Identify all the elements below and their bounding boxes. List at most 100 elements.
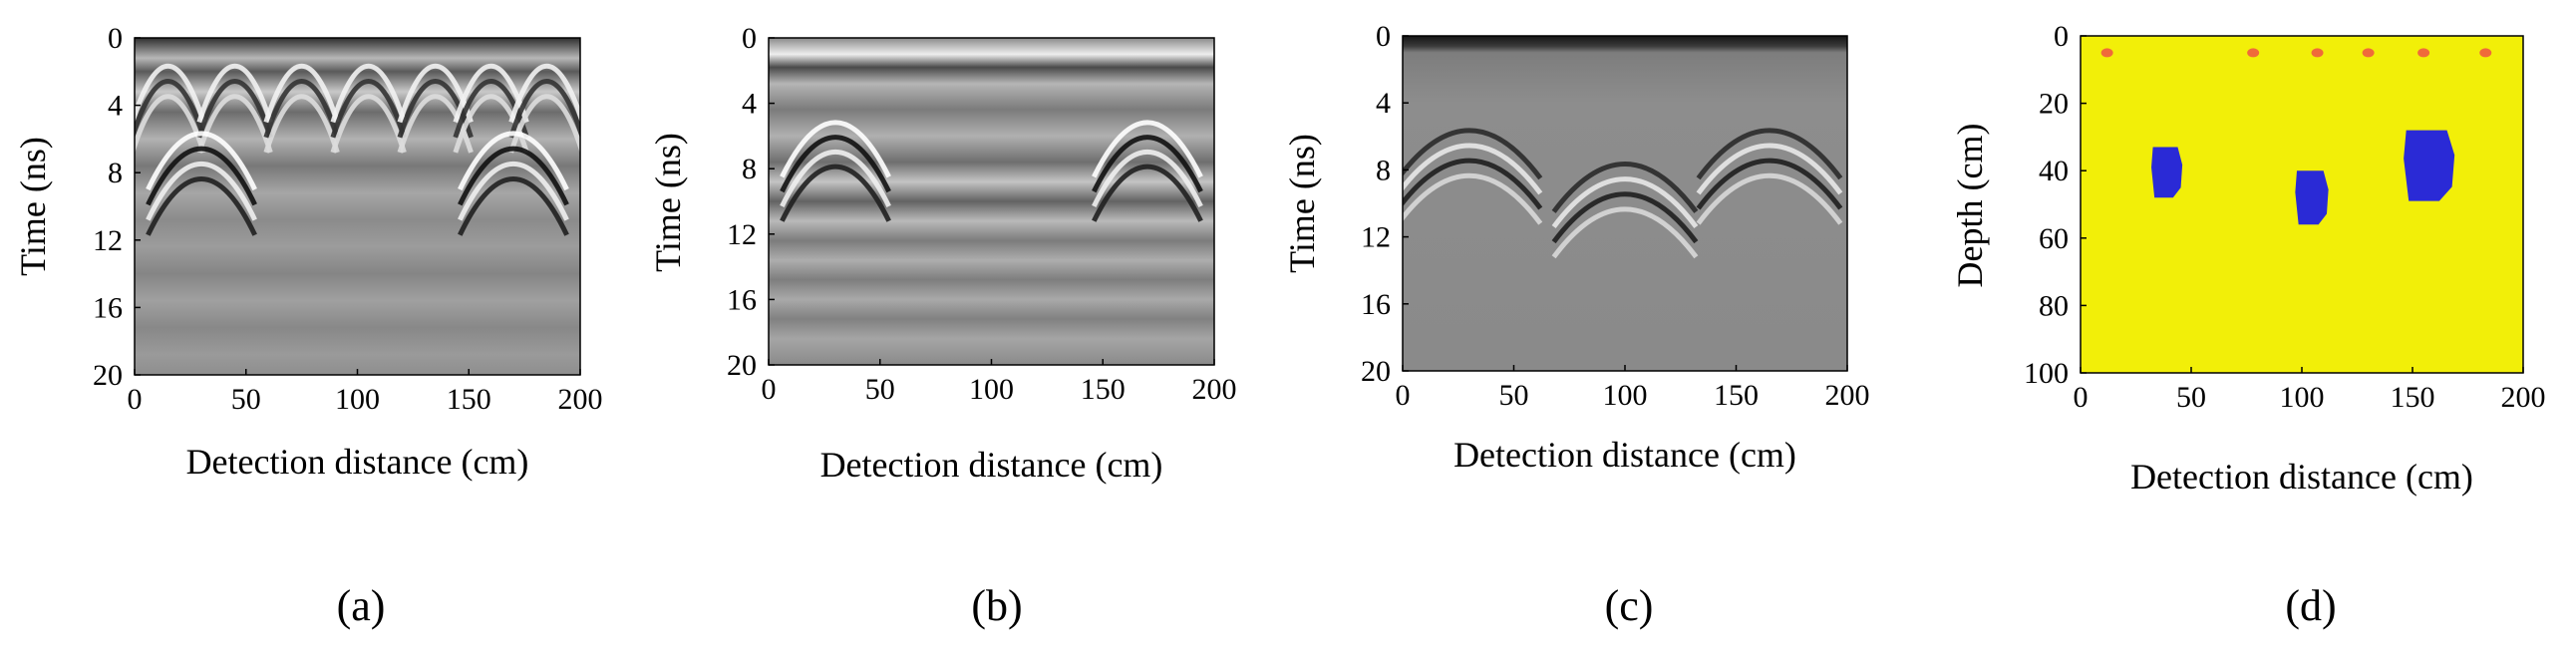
hyperbolas-a	[135, 63, 580, 236]
y-ticks-d: 0 20 40 60 80 100	[2024, 20, 2087, 390]
hyperbola-b	[780, 120, 891, 178]
surface-marker	[2479, 48, 2492, 58]
hyperbola-c	[1696, 158, 1843, 210]
x-axis-label-c: Detection distance (cm)	[1453, 435, 1796, 475]
y-tick-label: 20	[2039, 88, 2069, 121]
x-tick-label: 50	[2176, 381, 2206, 414]
y-tick-label: 0	[108, 22, 123, 55]
x-tick-label: 50	[1499, 379, 1529, 412]
y-tick-label: 8	[108, 157, 123, 189]
x-ticks-b: 0 50 100 150 200	[762, 359, 1237, 406]
hyperbola-c	[1696, 143, 1843, 195]
hyperbola-c	[1551, 162, 1699, 213]
hyperbola-b	[780, 164, 891, 222]
hyperbola-a	[458, 176, 569, 236]
hyperbola-a	[330, 79, 407, 139]
hyperbola-c	[1403, 172, 1543, 225]
hyperbola-c	[1403, 158, 1543, 210]
y-tick-label: 0	[1376, 20, 1391, 53]
y-axis-label-a: Time (ns)	[13, 137, 53, 276]
hyperbolas-c	[1403, 128, 1843, 259]
surface-marker	[2311, 48, 2324, 58]
y-tick-label: 4	[108, 90, 123, 123]
y-tick-label: 4	[1376, 87, 1391, 120]
hyperbola-c	[1403, 128, 1543, 180]
plot-area-a	[135, 38, 580, 375]
panel-caption-a: (a)	[337, 581, 386, 630]
x-tick-label: 100	[335, 383, 380, 416]
x-tick-label: 200	[2501, 381, 2546, 414]
hyperbola-a	[508, 63, 580, 124]
panel-caption-b: (b)	[971, 581, 1022, 630]
hyperbola-b	[1092, 135, 1203, 193]
surface-marker	[2100, 48, 2113, 58]
hyperbola-a	[146, 162, 257, 221]
hyperbola-b	[1092, 150, 1203, 208]
y-tick-label: 16	[727, 283, 757, 316]
panel-d: 0 50 100 150 200 0 20 40 60 80 100 Detection distan…	[1950, 20, 2546, 630]
y-tick-label: 16	[93, 291, 123, 324]
y-axis-label-d: Depth (cm)	[1950, 124, 1990, 288]
plot-area-c	[1403, 36, 1847, 371]
x-tick-label: 100	[969, 373, 1014, 406]
x-tick-label: 150	[447, 383, 491, 416]
radargram-background-c	[1403, 36, 1847, 371]
x-tick-label: 0	[128, 383, 143, 416]
hyperbola-a	[146, 131, 257, 191]
x-axis-label-b: Detection distance (cm)	[820, 445, 1163, 485]
hyperbola-a	[135, 79, 206, 139]
surface-marker	[2362, 48, 2375, 58]
y-ticks-c: 0 4 8 12 16 20	[1361, 20, 1409, 388]
hyperbola-b	[780, 135, 891, 193]
panel-b: 0 50 100 150 200 0 4 8 12 16 20 Detection distance …	[648, 22, 1237, 630]
hyperbola-a	[196, 94, 273, 154]
hyperbola-c	[1696, 128, 1843, 180]
hyperbola-c	[1551, 206, 1699, 259]
surface-marker	[2247, 48, 2260, 58]
y-tick-label: 4	[742, 88, 757, 121]
x-tick-label: 0	[1396, 379, 1411, 412]
x-axis-label-a: Detection distance (cm)	[186, 442, 529, 482]
x-tick-label: 0	[762, 373, 777, 406]
y-tick-label: 80	[2039, 289, 2069, 322]
y-axis-label-b: Time (ns)	[648, 133, 688, 272]
hyperbola-c	[1551, 191, 1699, 244]
hyperbola-a	[146, 146, 257, 206]
y-tick-label: 100	[2024, 357, 2069, 390]
y-tick-label: 12	[727, 218, 757, 251]
y-tick-label: 16	[1361, 288, 1391, 321]
hyperbola-a	[330, 94, 407, 154]
y-tick-label: 12	[1361, 221, 1391, 254]
x-ticks-a: 0 50 100 150 200	[128, 369, 603, 416]
y-tick-label: 40	[2039, 155, 2069, 187]
hyperbola-c	[1403, 143, 1543, 195]
hyperbola-a	[458, 146, 569, 206]
y-tick-label: 0	[2054, 20, 2069, 53]
hyperbola-b	[1092, 120, 1203, 178]
y-ticks-b: 0 4 8 12 16 20	[727, 22, 775, 382]
y-axis-label-c: Time (ns)	[1282, 134, 1322, 273]
hyperbola-a	[458, 162, 569, 221]
hyperbola-a	[263, 94, 340, 154]
hyperbola-a	[330, 63, 407, 124]
y-tick-label: 20	[727, 349, 757, 382]
hyperbola-a	[263, 63, 340, 124]
x-axis-label-d: Detection distance (cm)	[2130, 457, 2473, 497]
hyperbola-a	[196, 79, 273, 139]
panel-c: 0 50 100 150 200 0 4 8 12 16 20 Detection distance …	[1282, 20, 1870, 630]
x-tick-label: 150	[1714, 379, 1759, 412]
x-tick-label: 50	[231, 383, 261, 416]
radargram-background-b	[769, 38, 1214, 365]
hyperbola-a	[508, 79, 580, 139]
hyperbola-a	[508, 94, 580, 154]
hyperbola-a	[146, 176, 257, 236]
panel-caption-c: (c)	[1605, 581, 1654, 630]
x-tick-label: 200	[1192, 373, 1237, 406]
hyperbola-a	[135, 94, 206, 154]
hyperbola-a	[196, 63, 273, 124]
plot-area-d	[2081, 36, 2523, 373]
x-tick-label: 100	[1603, 379, 1648, 412]
y-ticks-a: 0 4 8 12 16 20	[93, 22, 141, 392]
x-tick-label: 150	[2391, 381, 2435, 414]
